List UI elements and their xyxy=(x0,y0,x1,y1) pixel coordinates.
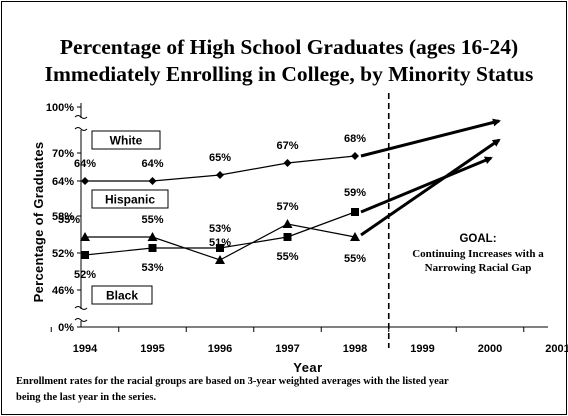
point-hispanic xyxy=(147,232,158,241)
goal-text-line-2: Narrowing Racial Gap xyxy=(425,262,532,274)
x-axis-label: Year xyxy=(293,360,322,375)
chart-title-line-1: Percentage of High School Graduates (age… xyxy=(60,35,518,59)
point-hispanic xyxy=(282,219,293,228)
point-white xyxy=(351,152,359,160)
x-tick-labels: 1994 1995 1996 1997 1998 1999 2000 2001 xyxy=(73,343,568,355)
y-tick-label: 58% xyxy=(52,211,74,223)
y-axis-label: Percentage of Graduates xyxy=(31,142,46,303)
x-tick-label: 1999 xyxy=(410,343,434,355)
data-label-white: 68% xyxy=(344,133,366,145)
goal-text-line-1: Continuing Increases with a xyxy=(412,248,544,260)
series-box-black xyxy=(91,285,153,305)
point-black xyxy=(81,251,89,259)
point-black xyxy=(283,233,292,241)
data-label-hispanic: 55% xyxy=(141,214,163,226)
y-tick-label: 46% xyxy=(52,285,74,297)
point-white xyxy=(81,177,89,185)
point-black xyxy=(148,244,157,252)
series-box-label-black: Black xyxy=(106,289,138,303)
point-white xyxy=(216,171,224,179)
data-label-white: 67% xyxy=(276,140,298,152)
data-labels: 64% 64% 65% 67% 68% 55% 55% 51% 57% 55% 52% 53% 53% 5… xyxy=(58,133,366,281)
point-hispanic xyxy=(215,255,225,264)
goal-arrow-white xyxy=(360,118,501,158)
point-white xyxy=(283,159,292,167)
goal-arrows xyxy=(360,118,501,237)
data-label-hispanic: 55% xyxy=(344,253,366,265)
axes xyxy=(50,93,548,348)
point-black xyxy=(216,244,224,252)
x-tick-label: 1996 xyxy=(208,343,232,355)
x-tick-label: 1998 xyxy=(343,343,367,355)
chart-title-line-2: Immediately Enrolling in College, by Min… xyxy=(45,62,534,86)
data-label-hispanic: 55% xyxy=(58,214,80,226)
footnote-line-1: Enrollment rates for the racial groups a… xyxy=(16,376,449,387)
axis-break-top-icon xyxy=(74,115,88,131)
data-label-black: 53% xyxy=(209,223,231,235)
goal-heading: GOAL: xyxy=(459,233,496,245)
goal-arrow-black xyxy=(360,156,493,214)
series-box-label-hispanic: Hispanic xyxy=(105,193,155,207)
y-tick-label: 52% xyxy=(52,248,74,260)
y-tick-label: 0% xyxy=(58,322,74,334)
x-tick-label: 2001 xyxy=(545,343,568,355)
footnote-line-2: being the last year in the series. xyxy=(16,392,156,403)
x-tick-label: 1997 xyxy=(275,343,299,355)
data-label-black: 53% xyxy=(141,262,163,274)
point-black xyxy=(351,208,359,216)
point-white xyxy=(148,177,157,185)
series-box-hispanic xyxy=(91,189,169,209)
point-hispanic xyxy=(80,232,90,241)
series-box-label-white: White xyxy=(110,134,143,148)
y-tick-labels: 100% 70% 64% 58% 52% 46% 0% xyxy=(46,102,74,334)
data-label-black: 59% xyxy=(344,187,366,199)
axis-break-bottom-icon xyxy=(74,306,88,322)
data-label-hispanic: 51% xyxy=(209,237,231,249)
series-box-white xyxy=(91,130,161,150)
point-hispanic xyxy=(350,232,360,241)
y-tick-label: 70% xyxy=(52,148,74,160)
data-label-hispanic: 57% xyxy=(276,201,298,213)
y-tick-label: 64% xyxy=(52,176,74,188)
goal-arrow-hispanic xyxy=(360,138,501,237)
x-tick-label: 1995 xyxy=(140,343,164,355)
series-lines xyxy=(80,152,360,264)
x-tick-label: 1994 xyxy=(73,343,98,355)
y-tick-label: 100% xyxy=(46,102,74,114)
data-label-white: 65% xyxy=(209,152,231,164)
data-label-white: 64% xyxy=(74,158,96,170)
data-label-black: 52% xyxy=(74,269,96,281)
data-label-black: 55% xyxy=(276,251,298,263)
x-tick-label: 2000 xyxy=(478,343,502,355)
data-label-white: 64% xyxy=(141,158,163,170)
series-name-boxes: White Hispanic Black xyxy=(91,130,169,305)
